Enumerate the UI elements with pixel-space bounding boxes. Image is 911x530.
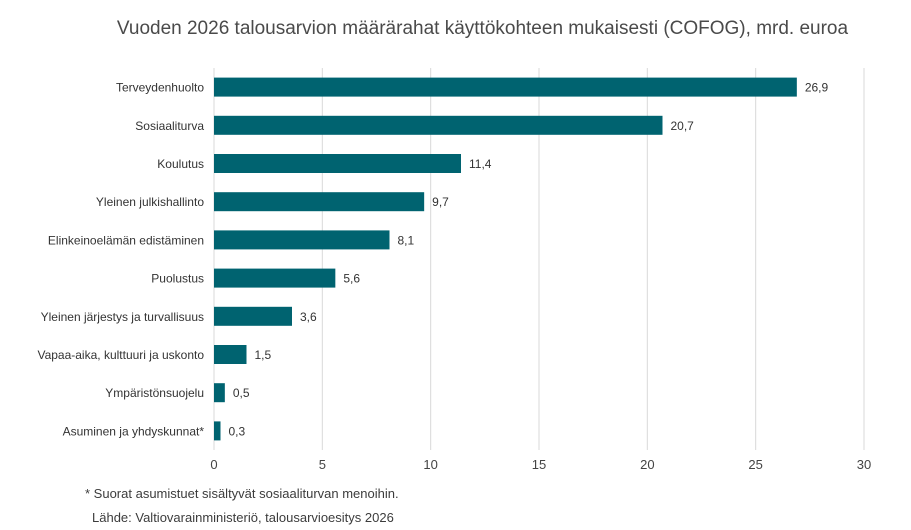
- data-label: 8,1: [398, 233, 415, 247]
- data-label: 9,7: [432, 195, 449, 209]
- data-label: 11,4: [469, 157, 492, 171]
- category-label: Elinkeinoelämän edistäminen: [48, 233, 204, 247]
- category-label: Terveydenhuolto: [116, 81, 204, 95]
- category-label: Yleinen järjestys ja turvallisuus: [41, 310, 204, 324]
- data-label: 0,5: [233, 386, 250, 400]
- x-tick-label: 15: [532, 457, 546, 472]
- category-label: Yleinen julkishallinto: [96, 195, 204, 209]
- bar: [214, 383, 225, 403]
- bar: [214, 345, 247, 364]
- x-tick-label: 0: [210, 457, 217, 472]
- x-tick-label: 25: [748, 457, 762, 472]
- x-tick-label: 30: [857, 457, 871, 472]
- data-label: 3,6: [300, 310, 317, 324]
- category-label: Ympäristönsuojelu: [105, 386, 204, 400]
- chart-title: Vuoden 2026 talousarvion määrärahat käyt…: [116, 18, 849, 39]
- data-label: 1,5: [255, 348, 272, 362]
- x-tick-label: 10: [423, 457, 437, 472]
- category-label: Koulutus: [157, 157, 204, 171]
- category-label: Asuminen ja yhdyskunnat*: [63, 424, 205, 438]
- x-tick-label: 5: [319, 457, 326, 472]
- x-tick-label: 20: [640, 457, 654, 472]
- category-label: Puolustus: [151, 272, 204, 286]
- bar: [214, 77, 797, 97]
- category-label: Vapaa-aika, kulttuuri ja uskonto: [37, 348, 204, 362]
- bar: [214, 230, 390, 250]
- data-label: 0,3: [229, 424, 246, 438]
- data-label: 5,6: [343, 272, 360, 286]
- source-note: Lähde: Valtiovarainministeriö, talousarv…: [92, 510, 394, 525]
- bar: [214, 154, 461, 173]
- data-label: 20,7: [671, 119, 695, 133]
- category-label: Sosiaaliturva: [135, 119, 204, 133]
- bar: [214, 306, 292, 326]
- bar: [214, 268, 336, 288]
- bar: [214, 115, 663, 135]
- bar: [214, 421, 221, 441]
- footnote: * Suorat asumistuet sisältyvät sosiaalit…: [85, 486, 399, 501]
- bar: [214, 192, 425, 212]
- data-label: 26,9: [805, 81, 829, 95]
